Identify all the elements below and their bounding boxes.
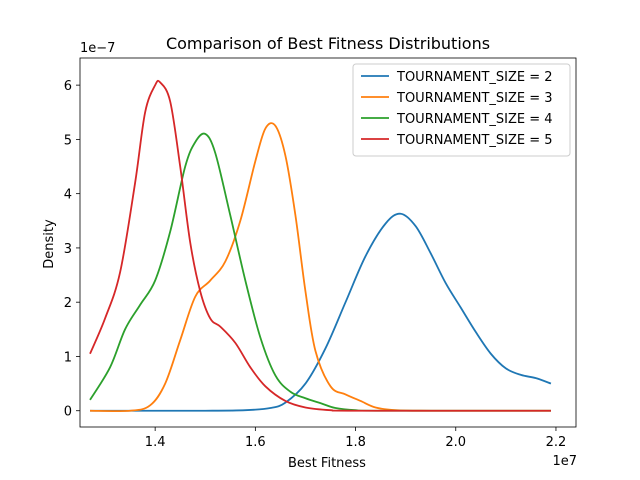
series-line-3 bbox=[89, 132, 551, 412]
y-tick-label: 0 bbox=[64, 405, 72, 420]
x-axis-label: Best Fitness bbox=[288, 456, 366, 471]
y-tick-label: 6 bbox=[64, 79, 72, 94]
y-tick-label: 2 bbox=[64, 296, 72, 311]
y-axis-offset-label: 1e−7 bbox=[80, 41, 115, 56]
plot-area: 1.4 1.6 1.8 2.0 2.2 0 1 2 3 4 5 6 bbox=[64, 57, 577, 450]
x-axis-offset-label: 1e7 bbox=[552, 454, 577, 469]
y-axis-label: Density bbox=[42, 219, 57, 269]
x-tick-label: 1.4 bbox=[145, 435, 166, 450]
series-line-4 bbox=[89, 79, 551, 412]
series-line-1 bbox=[90, 212, 552, 412]
legend-box bbox=[352, 63, 571, 157]
legend-label-1: TOURNAMENT_SIZE = 2 bbox=[396, 70, 553, 85]
x-tick-label: 2.0 bbox=[445, 435, 466, 450]
legend-label-2: TOURNAMENT_SIZE = 3 bbox=[396, 91, 553, 106]
y-tick-label: 1 bbox=[64, 350, 72, 365]
y-tick-label: 5 bbox=[64, 133, 72, 148]
chart-title: Comparison of Best Fitness Distributions bbox=[166, 34, 490, 53]
legend: TOURNAMENT_SIZE = 2 TOURNAMENT_SIZE = 3 TO… bbox=[352, 63, 571, 157]
legend-label-4: TOURNAMENT_SIZE = 5 bbox=[396, 133, 553, 148]
axes-frame bbox=[79, 57, 577, 428]
x-tick-label: 1.8 bbox=[345, 435, 366, 450]
y-tick-label: 4 bbox=[64, 188, 72, 203]
y-tick-label: 3 bbox=[64, 242, 72, 257]
x-tick-label: 2.2 bbox=[546, 435, 567, 450]
x-tick-label: 1.6 bbox=[245, 435, 266, 450]
legend-label-3: TOURNAMENT_SIZE = 4 bbox=[396, 112, 553, 127]
series-line-2 bbox=[90, 122, 551, 413]
